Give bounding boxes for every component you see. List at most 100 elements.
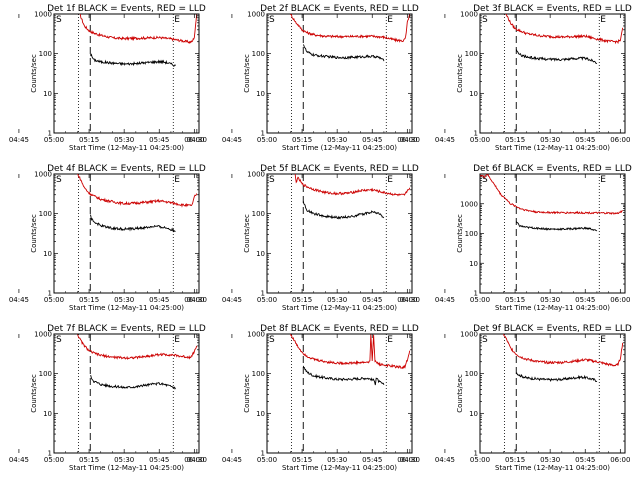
end-marker-label: E [600,335,606,345]
y-tick-label: 100 [465,50,478,58]
y-tick-label: 1 [48,450,52,458]
lld-series-line [289,334,411,370]
x-tick-label: 05:45 [149,296,169,304]
x-tick-label: 06:00 [397,456,417,464]
plot-frame [266,333,413,454]
x-tick-label: 04:45 [435,136,455,144]
x-tick-label: 05:30 [540,296,560,304]
panel-title: Det 9f BLACK = Events, RED = LLD [473,324,632,334]
x-tick-label: 05:30 [114,296,134,304]
x-tick-label: 05:45 [362,456,382,464]
events-series-line [516,372,598,383]
y-axis-label: Counts/sec [456,214,464,253]
x-tick-label: 05:00 [44,456,64,464]
x-tick-label: 05:00 [44,136,64,144]
x-tick-label: 05:30 [114,456,134,464]
y-tick-label: 1000 [247,171,265,179]
x-tick-label: 05:30 [327,456,347,464]
y-tick-label: 1000 [34,331,52,339]
y-axis-label: Counts/sec [243,54,251,93]
x-tick-label: 05:45 [149,136,169,144]
end-marker-label: E [600,15,606,25]
y-tick-label: 100 [465,370,478,378]
x-tick-label: 05:30 [540,456,560,464]
end-marker-label: E [387,15,393,25]
events-series-line [515,221,598,232]
y-tick-label: 1 [261,450,265,458]
events-series-line [302,201,385,220]
lld-series-line [294,174,411,197]
plot-frame [479,333,626,454]
y-axis-label: Counts/sec [243,374,251,413]
panel-1: Det 1f BLACK = Events, RED = LLD 1 10 100 10… [9,4,206,152]
x-tick-label: 05:45 [575,296,595,304]
x-axis-label: Start Time (12-May-11 04:25:00) [69,464,184,472]
y-tick-label: 100 [39,210,52,218]
x-axis-label: Start Time (12-May-11 04:25:00) [495,144,610,152]
start-marker-label: S [482,175,488,185]
panel-title: Det 1f BLACK = Events, RED = LLD [47,4,206,14]
x-tick-label: 05:15 [79,296,99,304]
events-series-line [515,49,598,65]
x-tick-label: 05:15 [292,456,312,464]
y-tick-label: 100 [252,210,265,218]
x-tick-label: 06:00 [184,456,204,464]
x-tick-label: 04:45 [9,136,29,144]
lld-series-line [77,334,198,361]
lld-series-line [290,14,411,43]
lld-series-line [480,174,623,215]
x-axis-label: Start Time (12-May-11 04:25:00) [495,304,610,312]
x-tick-label: 04:30 [400,456,420,464]
x-tick-label: 04:30 [400,136,420,144]
start-marker-label: S [482,335,488,345]
x-tick-label: 05:00 [470,136,490,144]
x-tick-label: 05:00 [257,296,277,304]
x-axis-label: Start Time (12-May-11 04:25:00) [495,464,610,472]
x-tick-label: 06:00 [397,136,417,144]
x-tick-label: 05:00 [257,456,277,464]
panel-6: Det 6f BLACK = Events, RED = LLD 1 10 100 10… [400,164,632,312]
start-marker-label: S [269,175,275,185]
x-tick-label: 04:45 [222,136,242,144]
x-tick-label: 05:45 [149,456,169,464]
x-tick-label: 05:15 [505,456,525,464]
y-axis-label: Counts/sec [30,54,38,93]
y-axis-label: Counts/sec [30,214,38,253]
lld-series-line [77,174,198,208]
plot-frame [53,173,200,294]
y-tick-label: 10 [469,90,478,98]
end-marker-label: E [174,335,180,345]
x-tick-label: 05:45 [362,296,382,304]
y-tick-label: 1 [474,130,478,138]
start-marker-label: S [56,335,62,345]
y-tick-label: 100 [252,50,265,58]
end-marker-label: E [174,175,180,185]
y-tick-label: 1000 [460,200,478,208]
y-axis-label: Counts/sec [243,214,251,253]
x-tick-label: 05:15 [292,136,312,144]
panel-title: Det 5f BLACK = Events, RED = LLD [260,164,419,174]
x-tick-label: 04:45 [222,296,242,304]
y-tick-label: 100 [465,230,478,238]
x-tick-label: 05:15 [505,136,525,144]
plot-frame [53,13,200,134]
start-marker-label: S [56,15,62,25]
y-tick-label: 100 [39,370,52,378]
y-tick-label: 1 [48,290,52,298]
plot-frame [266,13,413,134]
y-tick-label: 1 [261,130,265,138]
y-tick-label: 1000 [460,11,478,19]
x-tick-label: 05:00 [257,136,277,144]
x-tick-label: 04:45 [435,296,455,304]
panel-8: Det 8f BLACK = Events, RED = LLD 1 10 100 10… [187,324,419,472]
x-tick-label: 04:45 [222,456,242,464]
plot-frame [53,333,200,454]
lld-series-line [79,14,198,44]
end-marker-label: E [387,335,393,345]
x-tick-label: 05:30 [327,296,347,304]
x-tick-label: 05:00 [470,456,490,464]
x-tick-label: 04:30 [400,296,420,304]
y-tick-label: 1000 [247,331,265,339]
plot-frame [479,13,626,134]
x-tick-label: 05:00 [44,296,64,304]
